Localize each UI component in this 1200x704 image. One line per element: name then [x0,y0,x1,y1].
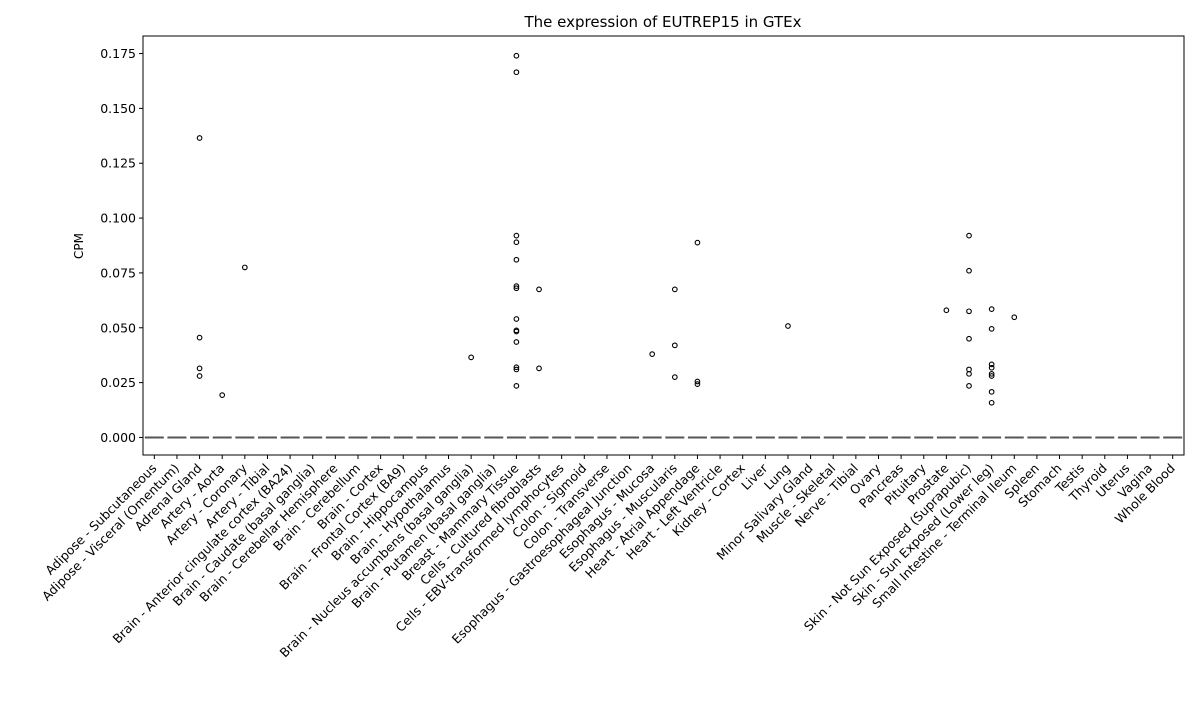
outlier-point [196,334,203,341]
outlier-point [1011,314,1018,321]
outlier-point [468,354,474,361]
y-tick-label: 0.000 [100,430,136,445]
outlier-point [513,339,520,345]
y-tick-label: 0.175 [100,46,136,61]
chart-title: The expression of EUTREP15 in GTEx [523,13,801,31]
plot-area: 0.000 0.025 0.050 0.075 0.100 0.125 0.150 0.175… [39,35,1185,660]
outlier-point [694,381,701,387]
outlier-point [513,328,520,335]
outlier-point [536,286,542,293]
outlier-point [988,373,995,379]
outlier-point [513,366,520,373]
outlier-point [943,307,950,314]
outlier-point [536,365,542,372]
y-tick-label: 0.150 [100,101,136,116]
outlier-point [513,383,520,389]
outlier-point [513,239,520,246]
y-tick-label: 0.075 [100,265,136,280]
outlier-point [513,256,520,263]
outlier-point [694,239,701,246]
outlier-point [649,351,656,357]
outlier-point [966,370,972,377]
outlier-point [219,392,226,398]
x-tick-label: Adipose - Visceral (Omentum) [39,461,182,604]
outlier-point [988,388,995,395]
y-tick-label: 0.025 [100,375,136,390]
outlier-point [966,335,972,342]
outlier-point [196,135,203,141]
outlier-point [513,283,520,289]
y-tick-label: 0.125 [100,156,136,171]
outlier-point [966,232,972,239]
outlier-point [513,285,520,292]
outlier-point [988,370,995,377]
plot-frame [142,35,1185,456]
outlier-point [513,316,520,322]
outlier-point [785,323,791,329]
outlier-point [671,342,678,349]
outlier-point [513,52,520,59]
outlier-point [966,267,972,274]
outlier-point [988,364,995,371]
outlier-point [988,326,995,332]
outlier-point [671,286,678,293]
outlier-point [196,365,203,372]
y-axis-label: CPM [72,233,86,259]
outlier-point [966,383,972,389]
y-tick-label: 0.050 [100,320,136,335]
outlier-point [988,399,995,406]
outlier-point [988,361,995,368]
outlier-point [671,374,678,380]
outlier-point [988,306,995,312]
outlier-point [513,69,520,76]
outlier-point [966,308,972,315]
outlier-point [196,373,203,379]
outlier-point [513,232,520,239]
outlier-point [513,364,520,371]
outlier-point [694,378,701,385]
outlier-point [241,264,248,271]
y-tick-label: 0.100 [100,211,136,226]
